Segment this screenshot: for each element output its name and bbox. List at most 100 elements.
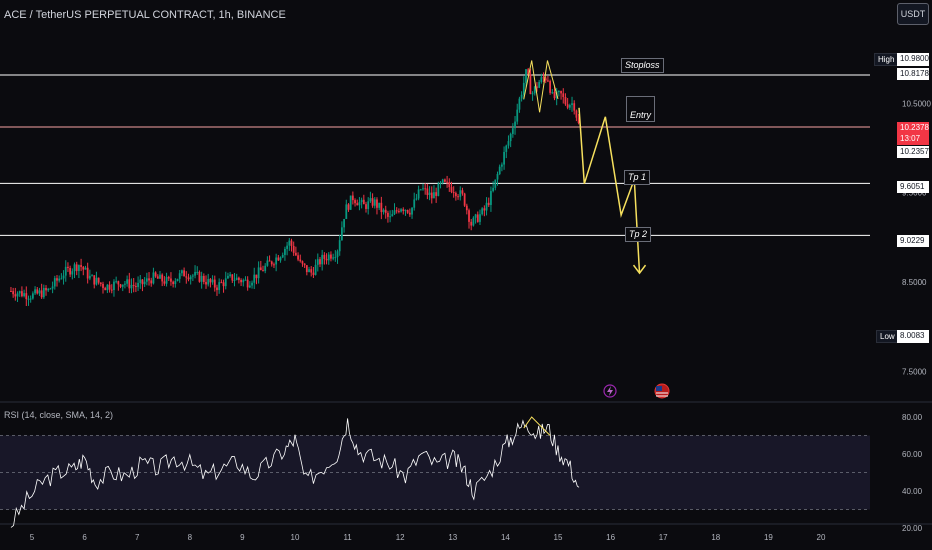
candle [498,166,501,174]
candle [189,276,192,280]
candle [29,298,32,300]
candle [42,287,45,298]
candle [84,267,87,270]
rsi-title[interactable]: RSI (14, close, SMA, 14, 2) [4,410,114,420]
candle [492,187,495,192]
candle [393,210,396,215]
candle [305,265,308,273]
candle [529,74,532,95]
candle [71,271,74,275]
candle [27,298,30,300]
tp1-annotation[interactable]: Tp 1 [624,170,651,185]
price-tick-label: 7.5000 [902,367,927,376]
candle [253,274,256,283]
candle [474,214,477,218]
candle [573,103,576,111]
candle [229,274,232,276]
candle [211,279,214,283]
candle [277,257,280,261]
candle [446,181,449,183]
rsi-tick-label: 40.00 [902,487,923,496]
candle [255,274,258,279]
candle [207,278,210,285]
candle [463,193,466,206]
candle [411,207,413,215]
candle [220,282,223,284]
candle [12,291,15,295]
candle [323,254,326,259]
candle [49,288,52,290]
lightning-icon[interactable] [603,384,617,398]
projection-path[interactable] [578,107,641,274]
candle [520,94,523,99]
candle [448,182,451,188]
candle [316,259,319,265]
candle [161,274,164,282]
candle [422,188,424,190]
candle [244,279,247,281]
candle [457,196,459,198]
rsi-highlight-line [523,416,551,436]
candle [266,260,269,266]
candle [198,271,201,282]
low-label: Low [876,330,899,343]
candle [378,202,381,208]
candle [384,209,387,213]
candle [433,192,435,199]
time-tick-label: 16 [606,533,615,542]
candle [246,279,249,288]
candle [23,293,26,297]
candle [97,277,100,283]
candle [338,240,341,252]
candle [362,199,365,205]
symbol-title[interactable]: ACE / TetherUS PERPETUAL CONTRACT, 1h, B… [4,9,286,21]
candle [507,141,510,146]
candle [345,204,348,219]
candle [284,248,286,255]
candle [391,214,394,217]
time-tick-label: 17 [659,533,668,542]
entry-annotation[interactable]: Entry [626,96,656,122]
candle [351,195,354,201]
candle [16,293,19,297]
candle [176,278,179,282]
candle [150,280,153,284]
candle [183,270,186,277]
candle [141,279,144,285]
candle [382,209,385,213]
stoploss-annotation[interactable]: Stoploss [621,58,664,73]
currency-button[interactable]: USDT [897,3,929,25]
time-tick-label: 12 [396,533,405,542]
candle [444,179,446,182]
candle [218,282,221,291]
time-tick-label: 5 [30,533,35,542]
candle [503,151,505,165]
candle [310,269,313,273]
candle [365,204,367,209]
candle [262,270,264,272]
candle [544,78,547,81]
candle [279,257,282,261]
top-pattern-line [523,60,559,113]
candle [14,294,17,297]
candle [468,210,470,222]
candle [417,189,420,199]
candle [325,258,328,261]
candle [303,263,306,266]
candle [88,275,91,279]
candle [459,190,462,197]
candle [319,259,321,265]
candle [292,245,295,253]
candle [479,214,481,222]
candle [373,199,376,206]
candle [128,279,131,289]
candle [181,270,183,274]
candle [170,278,172,282]
candle [321,254,324,265]
high-value: 10.9800 [897,53,929,66]
candle [343,218,345,228]
candle [496,173,499,180]
candle [209,278,212,283]
tp2-annotation[interactable]: Tp 2 [625,227,652,242]
